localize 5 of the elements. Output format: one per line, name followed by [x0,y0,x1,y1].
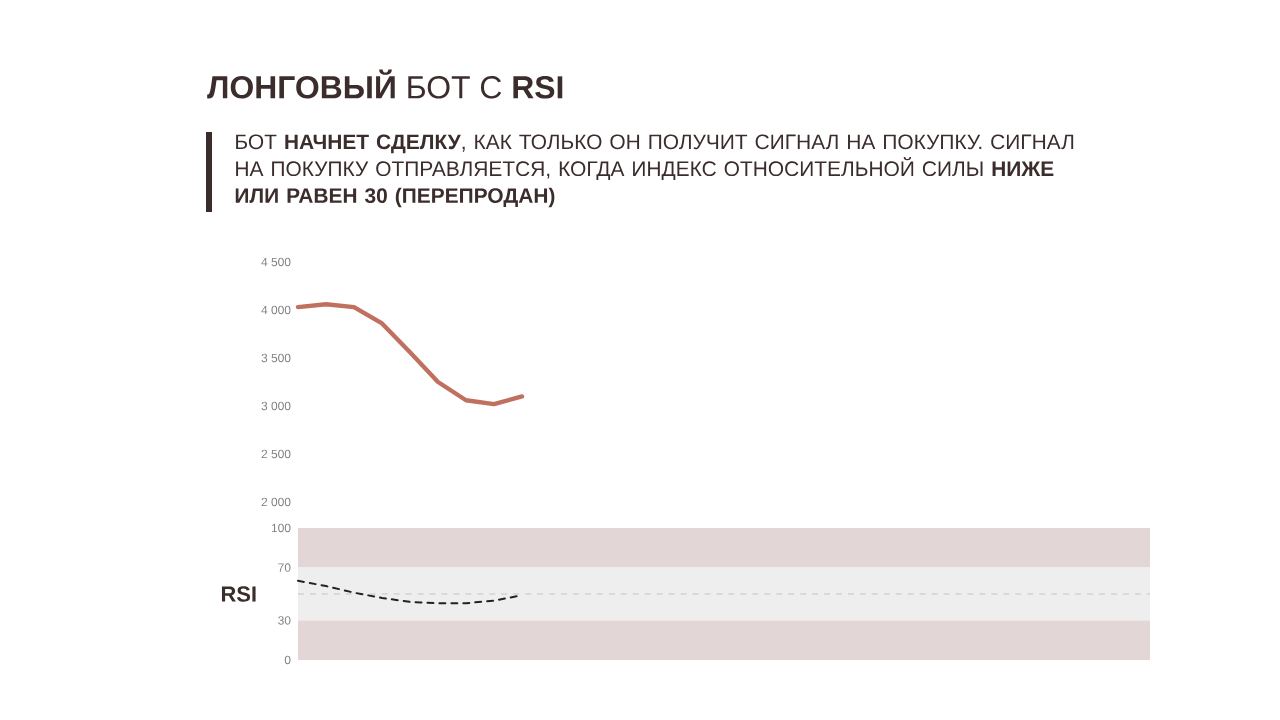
text: RSI [221,586,256,602]
chart-title: ЛОНГОВЫЙ БОТ С RSI [207,69,563,99]
line-series [295,302,525,407]
line-series [297,579,523,605]
text: БОТ НАЧНЕТ СДЕЛКУ, КАК ТОЛЬКО ОН ПОЛУЧИТ СИГНАЛ НА ПОКУПКУ. СИГНАЛ НА ПОКУПКУ ОТПРАВЛЯЕТСЯ, КОГДА ИНДЕКС ОТНОСИТЕЛЬНОЙ СИЛЫ НИЖЕ ИЛИ РАВЕН 30 (ПЕРЕПРОДАН) [235,134,1074,208]
